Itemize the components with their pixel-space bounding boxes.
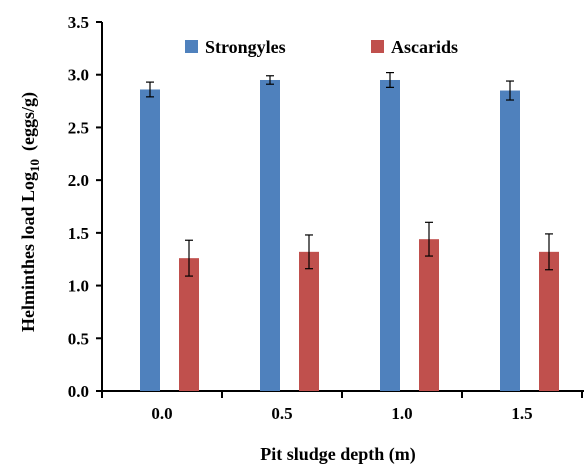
plot-area: 0.0 0.5 1.0 1.5 2.0 2.5 3.0 3.5 0.0 0.5 1.0 1.5 — [68, 13, 584, 423]
y-tick-label: 1.5 — [68, 224, 89, 243]
y-axis-label-main: Helminthes load Log — [18, 172, 38, 332]
legend: Strongyles Ascarids — [185, 37, 458, 57]
bar-ascarids — [419, 239, 439, 391]
y-tick-label: 2.5 — [68, 118, 89, 137]
bar-strongyles — [140, 89, 160, 391]
legend-label-ascarids: Ascarids — [391, 37, 458, 57]
x-tick-label: 1.5 — [511, 404, 532, 423]
y-tick-label: 0.5 — [68, 329, 89, 348]
bar-strongyles — [260, 79, 280, 391]
y-tick-label: 2.0 — [68, 171, 89, 190]
y-tick-label: 0.0 — [68, 382, 89, 401]
bar-ascarids — [179, 258, 199, 391]
x-tick-label: 1.0 — [391, 404, 412, 423]
bar-ascarids — [539, 251, 559, 391]
bar-ascarids — [299, 251, 319, 391]
bar-strongyles — [500, 90, 520, 392]
x-tick-label: 0.0 — [151, 404, 172, 423]
y-axis-label-units: (eggs/g) — [18, 92, 39, 151]
y-tick-label: 3.5 — [68, 13, 89, 32]
y-axis-title: Helminthes load Log10 (eggs/g) — [18, 92, 42, 332]
legend-label-strongyles: Strongyles — [205, 37, 286, 57]
x-tick-label: 0.5 — [271, 404, 292, 423]
bar-strongyles — [380, 79, 400, 391]
svg-text:Helminthes load Log10(eggs/g): Helminthes load Log10 (eggs/g) — [18, 92, 42, 332]
y-axis-label-subscript: 10 — [27, 159, 42, 172]
x-axis-title: Pit sludge depth (m) — [260, 444, 416, 465]
legend-swatch-strongyles — [185, 40, 198, 53]
legend-swatch-ascarids — [371, 40, 384, 53]
y-tick-label: 1.0 — [68, 277, 89, 296]
y-tick-label: 3.0 — [68, 66, 89, 85]
